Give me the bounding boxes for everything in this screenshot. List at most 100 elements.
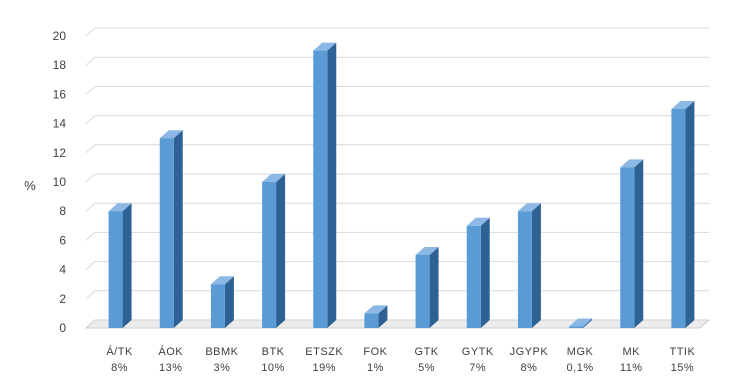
bar-front: [108, 211, 123, 328]
category-label: FOK: [363, 346, 387, 358]
y-tick-label: 6: [59, 233, 66, 247]
bar-front: [210, 284, 225, 328]
y-axis-ticks: 0 2 4 6 8 10 12 14 16 18 20: [53, 29, 67, 335]
bar-side: [378, 305, 388, 328]
bar-top: [620, 159, 644, 168]
category-percent-label: 5%: [418, 362, 435, 374]
category-label: MGK: [567, 346, 594, 358]
y-tick-label: 0: [59, 321, 66, 335]
grid-line-diag: [85, 86, 96, 95]
bar-top: [517, 203, 541, 212]
category-percent-label: 8%: [520, 362, 537, 374]
category-percent-label: 11%: [620, 362, 643, 374]
category-percent-label: 1%: [367, 362, 384, 374]
bar-ETSZK: [313, 42, 337, 328]
grid-line-diag: [85, 261, 96, 270]
bar-front: [262, 182, 277, 328]
bar-front: [671, 109, 686, 328]
grid-line-diag: [85, 144, 96, 154]
category-percent-label: 19%: [312, 362, 336, 374]
bar-top: [569, 318, 593, 327]
bar-BBMK: [210, 276, 234, 328]
y-tick-label: 4: [59, 263, 66, 277]
bar-GTK: [415, 247, 439, 328]
y-tick-label: 10: [53, 175, 67, 189]
grid-line-diag: [85, 56, 96, 66]
bar-top: [671, 101, 695, 109]
y-tick-label: 18: [53, 58, 67, 72]
y-tick-label: 16: [53, 87, 67, 101]
category-percent-label: 10%: [261, 362, 285, 374]
bar-side: [173, 130, 183, 328]
grid-line-diag: [85, 173, 96, 183]
bar-front: [415, 255, 430, 328]
bar-BTK: [262, 174, 286, 328]
bar-side: [327, 42, 337, 328]
bar-side: [685, 101, 695, 328]
category-labels: Á/TK 8% ÁOK 13% BBMK 3% BTK 10% ETSZK 19% FOK 1% GTK…: [106, 345, 695, 374]
category-label: GYTK: [462, 346, 494, 358]
bar-side: [531, 203, 541, 328]
floor-plane: [84, 319, 711, 329]
bar-Á/TK: [108, 203, 132, 328]
bar-front: [466, 225, 481, 328]
y-axis-label: %: [24, 178, 36, 193]
y-tick-label: 2: [59, 292, 66, 306]
category-label: TTIK: [669, 346, 695, 358]
category-label: GTK: [415, 346, 439, 358]
y-tick-label: 8: [59, 204, 66, 218]
y-tick-label: 14: [53, 117, 67, 131]
bar-front: [569, 326, 584, 328]
bar-side: [634, 159, 644, 328]
category-label: MK: [623, 346, 641, 358]
bar-front: [620, 167, 635, 328]
bar-side: [276, 174, 286, 328]
bar-MGK: [569, 318, 593, 328]
bar-side: [224, 276, 234, 328]
chart-floor: [84, 319, 711, 329]
grid-lines: [85, 27, 709, 329]
category-percent-label: 3%: [213, 362, 230, 374]
bar-side: [429, 247, 439, 328]
bar-top: [210, 276, 234, 285]
bar-front: [364, 313, 379, 328]
grid-line-diag: [85, 115, 96, 124]
bar-side: [480, 217, 490, 328]
bar-top: [313, 42, 337, 51]
y-tick-label: 20: [53, 29, 67, 43]
bar-FOK: [364, 305, 388, 328]
category-percent-label: 8%: [111, 362, 128, 374]
category-percent-label: 0,1%: [567, 362, 594, 374]
category-label: JGYPK: [510, 346, 549, 358]
bar-front: [517, 211, 532, 328]
y-tick-label: 12: [53, 146, 67, 160]
grid-line-diag: [85, 27, 96, 37]
category-percent-label: 15%: [671, 362, 695, 374]
grid-line-diag: [85, 202, 96, 212]
bar-side: [122, 203, 132, 328]
bar-top: [364, 305, 388, 314]
bars: [108, 42, 695, 328]
category-label: BBMK: [205, 346, 238, 358]
bar-top: [159, 130, 183, 139]
bar-ÁOK: [159, 130, 183, 328]
bar-front: [313, 50, 328, 328]
bar-top: [108, 203, 132, 212]
category-label: ÁOK: [158, 345, 183, 358]
category-percent-label: 13%: [159, 362, 183, 374]
grid-line-diag: [85, 290, 96, 300]
bar-top: [415, 247, 439, 255]
category-percent-label: 7%: [469, 362, 486, 374]
bar-MK: [620, 159, 644, 328]
bar-GYTK: [466, 217, 490, 328]
bar-top: [466, 217, 490, 226]
category-label: BTK: [262, 346, 285, 358]
bar-JGYPK: [517, 203, 541, 328]
category-label: ETSZK: [305, 346, 343, 358]
grid-line-diag: [85, 232, 96, 241]
bar-front: [159, 138, 174, 328]
bar-TTIK: [671, 101, 695, 328]
bar-top: [262, 174, 286, 182]
category-label: Á/TK: [106, 345, 133, 358]
